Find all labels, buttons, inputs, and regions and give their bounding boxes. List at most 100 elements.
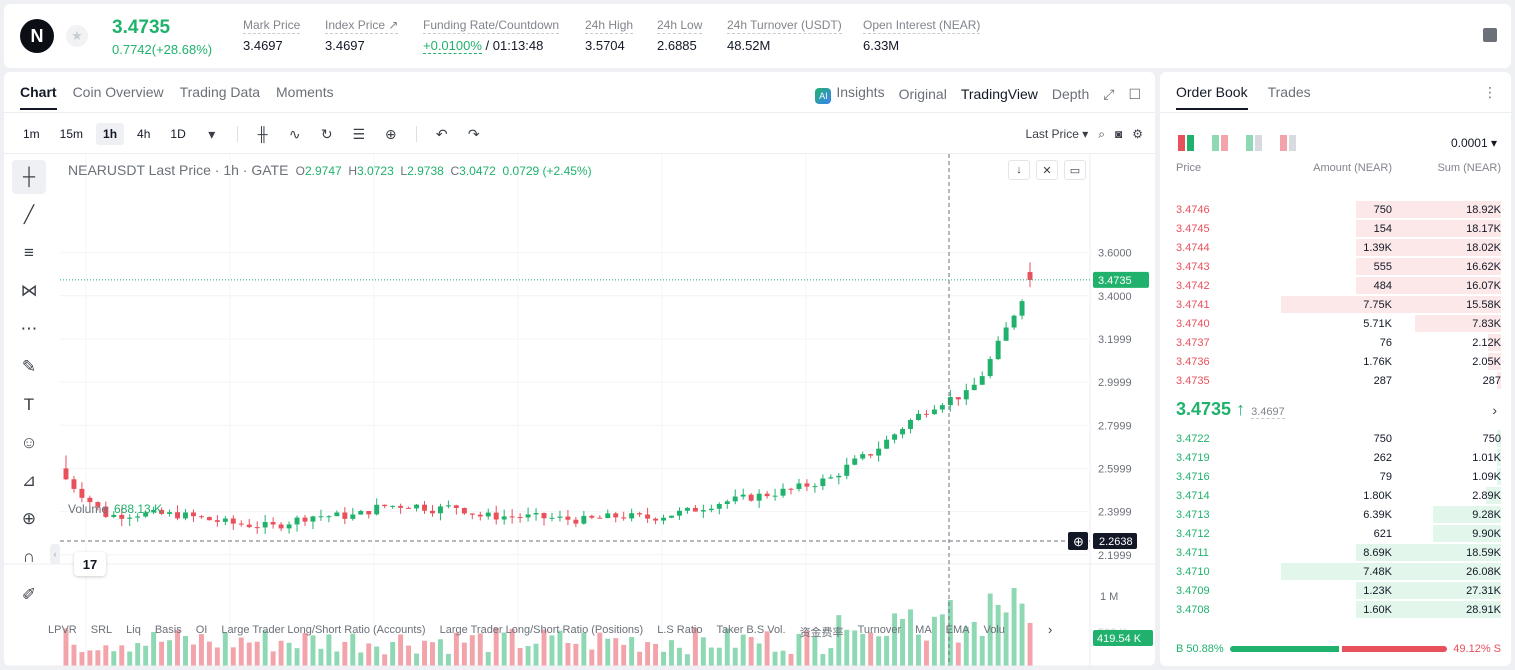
text-tool-icon[interactable]: T	[23, 395, 35, 414]
camera-icon[interactable]: ◙	[1114, 127, 1123, 141]
indicator-item[interactable]: MA	[915, 624, 932, 636]
volume-bar	[119, 645, 125, 666]
window-icon[interactable]: ☐	[1128, 85, 1141, 102]
ask-row[interactable]: 3.4741 7.75K 15.58K	[1160, 295, 1511, 314]
cell-sum: 2.12K	[1472, 336, 1501, 349]
volume-bar	[804, 630, 810, 666]
expand-icon[interactable]: ⤢	[1103, 85, 1115, 102]
indicator-item[interactable]: Liq	[126, 624, 141, 636]
indicator-item[interactable]: Taker B.S Vol.	[716, 624, 786, 636]
ask-row[interactable]: 3.4744 1.39K 18.02K	[1160, 238, 1511, 257]
indicator-item[interactable]: Volu	[983, 624, 1005, 636]
mode-bids-ratio-icon[interactable]	[1212, 135, 1228, 151]
indicator-item[interactable]: 资金费率	[799, 627, 844, 639]
bid-row[interactable]: 3.4712 621 9.90K	[1160, 524, 1511, 543]
bid-row[interactable]: 3.4716 79 1.09K	[1160, 467, 1511, 486]
price-chart[interactable]: 3.6000 3.4000 3.1999 2.9999 2.7999 2.5999 2.39…	[4, 154, 1155, 666]
indicator-item[interactable]: LPVR	[48, 624, 77, 636]
bid-row[interactable]: 3.4719 262 1.01K	[1160, 448, 1511, 467]
tab-moments[interactable]: Moments	[276, 84, 334, 100]
magnet-icon[interactable]: ∩	[22, 547, 36, 566]
depth-bar	[1281, 296, 1501, 313]
tab-trades[interactable]: Trades	[1267, 84, 1311, 100]
indicator-item[interactable]: Large Trader Long/Short Ratio (Positions…	[439, 624, 644, 636]
mode-bids-icon[interactable]	[1246, 135, 1262, 151]
more-vertical-icon[interactable]: ⋮	[1483, 84, 1497, 100]
scroll-right-icon[interactable]: ›	[1048, 622, 1053, 637]
candle-body	[461, 507, 467, 514]
notebook-icon[interactable]	[1483, 28, 1497, 42]
chevron-right-icon[interactable]: ›	[1492, 402, 1497, 418]
bid-row[interactable]: 3.4714 1.80K 2.89K	[1160, 486, 1511, 505]
replay-icon[interactable]: ↻	[320, 125, 333, 142]
timeframe-dropdown-icon[interactable]: ▾	[208, 125, 216, 142]
ask-row[interactable]: 3.4745 154 18.17K	[1160, 219, 1511, 238]
collapse-icon[interactable]: ✕	[1036, 160, 1058, 180]
timeframe-4h[interactable]: 4h	[137, 127, 151, 141]
tab-order-book[interactable]: Order Book	[1176, 84, 1248, 110]
ask-row[interactable]: 3.4736 1.76K 2.05K	[1160, 352, 1511, 371]
bid-row[interactable]: 3.4708 1.60K 28.91K	[1160, 600, 1511, 619]
timeframe-15m[interactable]: 15m	[59, 127, 84, 141]
emoji-icon[interactable]: ☺	[20, 433, 38, 452]
crosshair-icon[interactable]: ┼	[12, 160, 46, 194]
candle-type-icon[interactable]: ╫	[257, 126, 268, 142]
redo-icon[interactable]: ↷	[467, 125, 480, 142]
indicator-item[interactable]: Turnover	[857, 624, 902, 636]
tradingview-logo[interactable]: 17	[74, 552, 106, 576]
settings-gear-icon[interactable]: ⚙	[1132, 127, 1143, 141]
tab-chart[interactable]: Chart	[20, 84, 57, 110]
horizontal-lines-icon[interactable]: ≡	[24, 243, 34, 262]
search-icon[interactable]: ⌕	[1098, 126, 1105, 141]
bid-row[interactable]: 3.4711 8.69K 18.59K	[1160, 543, 1511, 562]
indicator-item[interactable]: L.S Ratio	[657, 624, 703, 636]
ask-row[interactable]: 3.4735 287 287	[1160, 371, 1511, 390]
brush-icon[interactable]: ✎	[21, 357, 37, 376]
pencil-lock-icon[interactable]: ✐	[21, 585, 37, 604]
more-options-icon[interactable]: ▭	[1064, 160, 1086, 180]
indicator-item[interactable]: SRL	[90, 624, 113, 636]
indicator-item[interactable]: OI	[195, 624, 208, 636]
ask-row[interactable]: 3.4743 555 16.62K	[1160, 257, 1511, 276]
view-tradingview[interactable]: TradingView	[960, 86, 1038, 102]
zoom-in-icon[interactable]: ⊕	[21, 509, 37, 528]
indicator-item[interactable]: EMA	[945, 624, 970, 636]
ruler-icon[interactable]: ⊿	[21, 471, 37, 490]
timeframe-1h[interactable]: 1h	[96, 123, 125, 145]
view-original[interactable]: Original	[898, 86, 947, 102]
trendline-icon[interactable]: ╱	[23, 205, 35, 224]
price-type-select[interactable]: Last Price ▾	[1025, 127, 1089, 141]
bid-row[interactable]: 3.4713 6.39K 9.28K	[1160, 505, 1511, 524]
ask-row[interactable]: 3.4740 5.71K 7.83K	[1160, 314, 1511, 333]
undo-icon[interactable]: ↶	[435, 125, 448, 142]
favorite-star-icon[interactable]: ★	[66, 25, 88, 47]
fib-icon[interactable]: ⋯	[20, 319, 38, 338]
y-tick-label: 3.6000	[1098, 248, 1132, 260]
bid-row[interactable]: 3.4710 7.48K 26.08K	[1160, 562, 1511, 581]
ask-row[interactable]: 3.4746 750 18.92K	[1160, 200, 1511, 219]
pattern-icon[interactable]: ⋈	[20, 281, 38, 300]
precision-select[interactable]: 0.0001 ▾	[1450, 136, 1497, 150]
mode-asks-icon[interactable]	[1280, 135, 1296, 151]
view-depth[interactable]: Depth	[1051, 86, 1090, 102]
add-indicator-icon[interactable]: ⊕	[384, 125, 397, 142]
tab-coin-overview[interactable]: Coin Overview	[72, 84, 164, 100]
timeframe-1d[interactable]: 1D	[170, 127, 186, 141]
stat-funding-rate: Funding Rate/Countdown +0.0100% / 01:13:…	[423, 18, 560, 54]
stat-index-price[interactable]: Index Price ↗ 3.4697	[325, 18, 399, 53]
timeframe-1m[interactable]: 1m	[23, 127, 40, 141]
ask-row[interactable]: 3.4742 484 16.07K	[1160, 276, 1511, 295]
template-icon[interactable]: ☰	[352, 125, 366, 142]
insights-button[interactable]: AI Insights	[815, 84, 885, 104]
volume-bar	[453, 632, 459, 666]
bid-row[interactable]: 3.4722 750 750	[1160, 429, 1511, 448]
tab-trading-data[interactable]: Trading Data	[179, 84, 261, 100]
collapse-panel-icon[interactable]: ‹	[50, 544, 60, 564]
indicator-item[interactable]: Basis	[154, 624, 182, 636]
bid-row[interactable]: 3.4709 1.23K 27.31K	[1160, 581, 1511, 600]
mode-both-icon[interactable]	[1178, 135, 1194, 151]
ask-row[interactable]: 3.4737 76 2.12K	[1160, 333, 1511, 352]
indicator-item[interactable]: Large Trader Long/Short Ratio (Accounts)	[221, 624, 426, 636]
indicator-icon[interactable]: ∿	[288, 125, 301, 142]
scroll-down-icon[interactable]: ↓	[1008, 160, 1030, 180]
